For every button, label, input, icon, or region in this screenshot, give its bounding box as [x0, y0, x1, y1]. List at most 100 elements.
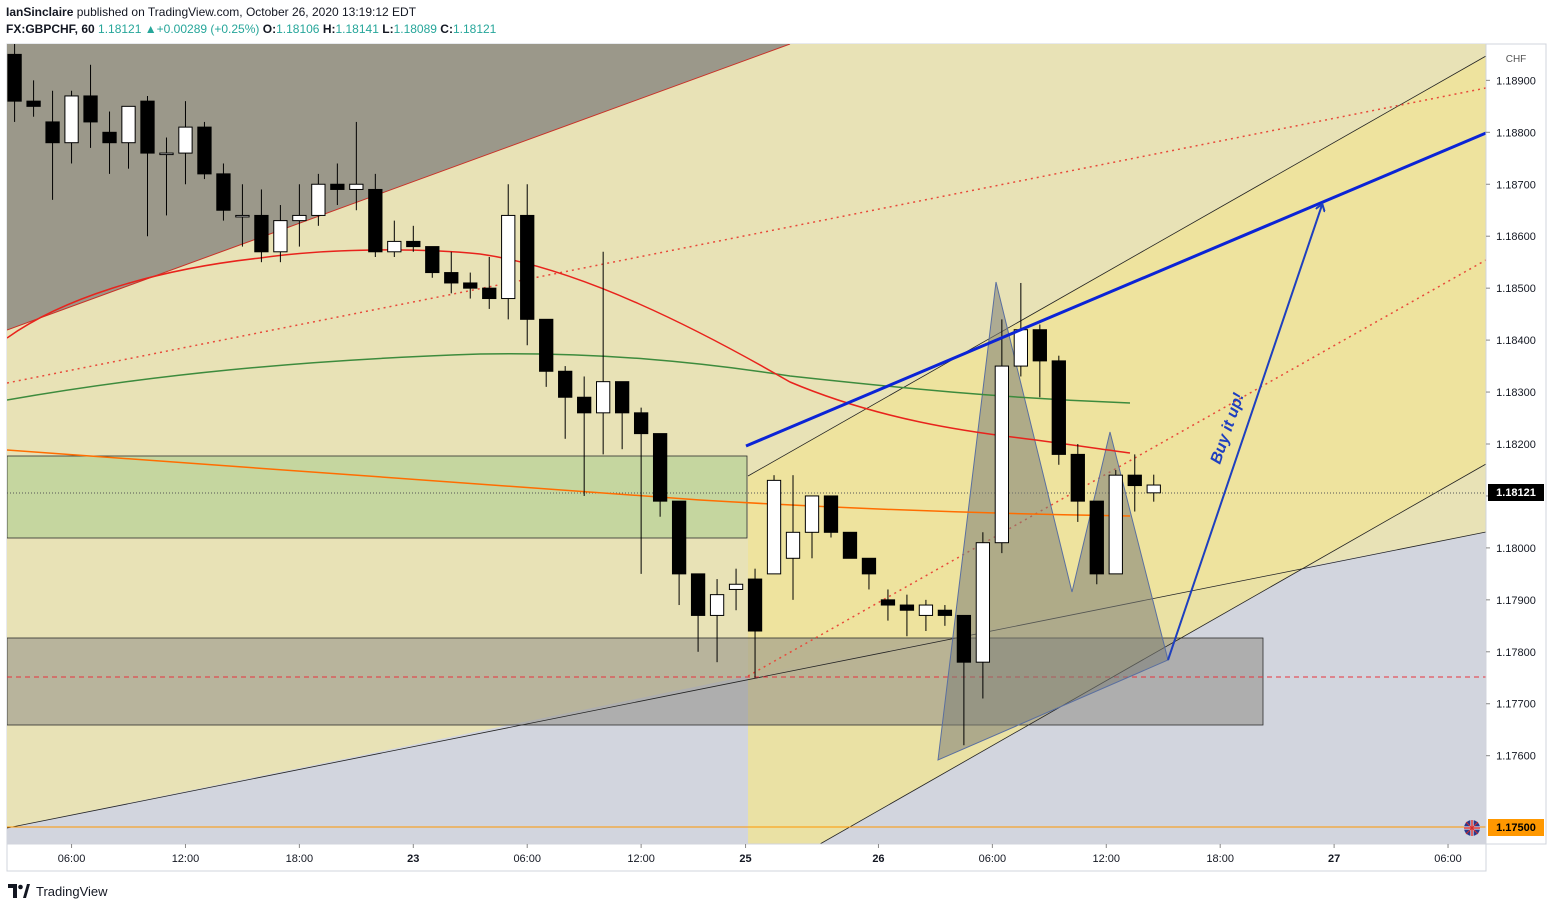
- candle[interactable]: [178, 101, 193, 185]
- candle[interactable]: [614, 381, 630, 450]
- candle[interactable]: [937, 605, 953, 626]
- candle[interactable]: [330, 163, 345, 206]
- projection-arrow[interactable]: [1167, 205, 1322, 661]
- resistance-zone[interactable]: [7, 455, 748, 539]
- candle-body-down: [444, 272, 459, 284]
- current-price-tag-text: 1.18121: [1496, 487, 1536, 499]
- current-price-tag: [1488, 484, 1544, 501]
- candle[interactable]: [254, 189, 269, 263]
- candle[interactable]: [918, 599, 934, 632]
- candle[interactable]: [539, 318, 554, 387]
- candle[interactable]: [463, 272, 478, 299]
- candle[interactable]: [387, 220, 402, 257]
- x-tick-label: 18:00: [286, 853, 314, 865]
- candle[interactable]: [596, 251, 611, 455]
- candle[interactable]: [520, 184, 535, 346]
- candle[interactable]: [64, 90, 79, 164]
- candle[interactable]: [823, 495, 839, 538]
- candle-body-down: [823, 495, 839, 533]
- symbol-name[interactable]: FX:GBPCHF, 60: [6, 22, 95, 36]
- x-tick-label: 12:00: [627, 853, 655, 865]
- candle[interactable]: [842, 531, 858, 559]
- candle[interactable]: [652, 433, 668, 517]
- candle-body-down: [102, 131, 117, 144]
- candle[interactable]: [406, 225, 421, 252]
- candle-body-up: [804, 495, 820, 533]
- candle[interactable]: [292, 184, 307, 247]
- y-tick-label: 1.17800: [1496, 647, 1536, 659]
- upper-red-trendline[interactable]: [7, 44, 791, 331]
- blue-trendline[interactable]: [745, 131, 1486, 448]
- candle-body-up: [709, 594, 725, 616]
- candle[interactable]: [83, 64, 98, 148]
- price-chart[interactable]: Buy it up! CHF 1.189001.188001.187001.18…: [0, 40, 1553, 874]
- candle[interactable]: [273, 205, 288, 263]
- candle[interactable]: [747, 568, 763, 678]
- candle[interactable]: [899, 594, 915, 637]
- candle[interactable]: [368, 173, 383, 257]
- candle[interactable]: [1032, 324, 1047, 398]
- candle[interactable]: [501, 184, 516, 320]
- candle[interactable]: [633, 407, 649, 574]
- candle[interactable]: [216, 163, 231, 221]
- candle[interactable]: [45, 90, 60, 200]
- candle[interactable]: [1070, 444, 1085, 522]
- candle[interactable]: [956, 614, 972, 746]
- publisher-name[interactable]: IanSinclaire: [6, 5, 74, 19]
- candle-body-down: [842, 531, 858, 559]
- time-axis[interactable]: [6, 843, 1487, 872]
- close-value: 1.18121: [452, 22, 497, 36]
- candle[interactable]: [1051, 355, 1066, 465]
- channel-upper-line[interactable]: [747, 55, 1486, 477]
- level-price-tag-text: 1.17500: [1496, 822, 1536, 834]
- candle[interactable]: [709, 579, 725, 663]
- candle[interactable]: [1108, 469, 1123, 575]
- candle-body-up: [785, 531, 801, 559]
- candle[interactable]: [197, 121, 212, 180]
- candle-body-down: [520, 214, 535, 320]
- candle-body-up: [1108, 474, 1123, 575]
- candle[interactable]: [785, 475, 801, 600]
- candle[interactable]: [425, 246, 440, 278]
- last-price: 1.18121: [98, 22, 142, 36]
- candle[interactable]: [482, 256, 497, 309]
- candle[interactable]: [235, 184, 250, 247]
- candle[interactable]: [558, 366, 573, 439]
- candle[interactable]: [7, 40, 22, 122]
- candle[interactable]: [577, 376, 592, 496]
- candle[interactable]: [1146, 474, 1161, 502]
- high-label: H:: [322, 22, 336, 36]
- moving-average-red[interactable]: [7, 249, 1131, 454]
- candles-group: [7, 40, 1161, 746]
- candle[interactable]: [804, 495, 820, 559]
- candle[interactable]: [1127, 454, 1142, 512]
- candle[interactable]: [861, 557, 877, 590]
- moving-average-green[interactable]: [7, 353, 1131, 404]
- candle[interactable]: [994, 319, 1010, 554]
- candle[interactable]: [690, 573, 706, 652]
- candle[interactable]: [671, 500, 687, 606]
- tradingview-logo-icon[interactable]: [8, 884, 30, 898]
- candle[interactable]: [26, 80, 41, 117]
- candle[interactable]: [880, 589, 896, 621]
- lower-trendline[interactable]: [7, 531, 1486, 829]
- candle[interactable]: [1089, 500, 1104, 585]
- candle[interactable]: [728, 568, 744, 611]
- candle-body-up: [975, 542, 991, 663]
- candle-body-down: [671, 500, 687, 575]
- candle-body-down: [83, 95, 98, 123]
- candle-body-up: [387, 240, 402, 253]
- candle[interactable]: [349, 121, 364, 211]
- candle[interactable]: [444, 251, 459, 294]
- candle[interactable]: [140, 95, 155, 237]
- candle[interactable]: [311, 173, 326, 226]
- candle-body-up: [311, 183, 326, 216]
- candle-body-up: [918, 604, 934, 616]
- x-tick-label: 06:00: [58, 853, 86, 865]
- candle[interactable]: [975, 532, 991, 699]
- candle[interactable]: [102, 111, 117, 174]
- candle[interactable]: [159, 137, 174, 216]
- tradingview-brand[interactable]: TradingView: [36, 883, 108, 899]
- candle[interactable]: [121, 105, 136, 169]
- candle[interactable]: [766, 475, 782, 575]
